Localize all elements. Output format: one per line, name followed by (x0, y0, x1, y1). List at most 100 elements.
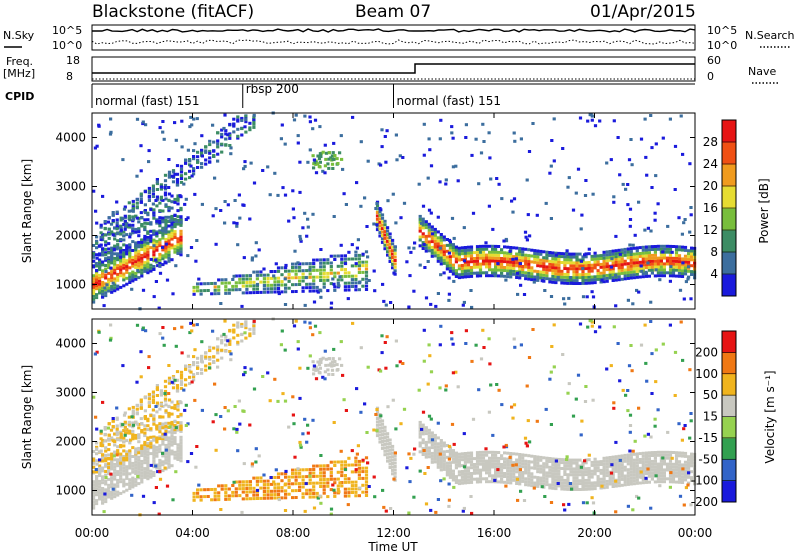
power-cell (113, 277, 117, 281)
velocity-cell (308, 481, 312, 485)
velocity-cell (632, 482, 636, 486)
velocity-cell (161, 463, 165, 467)
velocity-cell (463, 455, 467, 458)
power-cell (276, 283, 281, 287)
velocity-cell (635, 473, 639, 476)
power-cell (137, 245, 141, 249)
power-cell (115, 224, 119, 228)
power-cell (626, 253, 630, 257)
power-cell (266, 283, 270, 287)
power-cell (462, 300, 466, 304)
power-cell (155, 230, 159, 234)
power-cell (444, 178, 448, 182)
velocity-cell (110, 457, 114, 461)
power-cell (140, 248, 144, 251)
power-cell (101, 247, 105, 251)
velocity-cell (533, 484, 537, 488)
velocity-cell (244, 320, 248, 324)
velocity-cell (340, 481, 344, 484)
power-cell (380, 220, 385, 224)
velocity-cell (319, 478, 323, 482)
power-cell (163, 183, 168, 187)
power-cell (506, 257, 510, 261)
velocity-cell (605, 485, 609, 489)
power-cell (448, 264, 452, 267)
power-cell (173, 200, 177, 204)
power-cell (170, 214, 174, 218)
velocity-cell (92, 457, 96, 461)
velocity-cell (488, 450, 492, 454)
power-cell (179, 253, 183, 257)
velocity-cell (524, 477, 528, 481)
power-cell (548, 262, 552, 266)
velocity-cell (312, 492, 316, 495)
velocity-cell (135, 323, 140, 327)
power-cell (170, 218, 174, 222)
power-cell (545, 253, 549, 257)
power-cell (617, 266, 621, 270)
velocity-cell (572, 488, 576, 491)
velocity-cell (167, 430, 171, 434)
velocity-cell (662, 474, 666, 478)
power-cell (333, 258, 337, 261)
power-cell (194, 259, 198, 263)
velocity-cell (97, 330, 101, 334)
velocity-cell (445, 455, 449, 459)
power-cell (474, 137, 478, 141)
velocity-cell (110, 493, 114, 497)
power-cell (391, 259, 395, 263)
velocity-cell (232, 336, 236, 340)
velocity-cell (262, 483, 266, 487)
velocity-cell (532, 486, 536, 490)
power-cell (578, 116, 583, 120)
velocity-cell (587, 487, 591, 491)
velocity-cell (113, 471, 117, 475)
velocity-cell (248, 332, 252, 336)
power-cell (557, 257, 561, 261)
velocity-cell (388, 438, 392, 442)
power-cell (109, 130, 113, 134)
power-cell (626, 265, 630, 269)
power-cell (497, 250, 501, 254)
velocity-cell (567, 382, 571, 386)
nsearch-label: N.Search (745, 29, 795, 42)
velocity-cell (653, 462, 657, 466)
velocity-cell (119, 434, 123, 438)
power-cell (208, 156, 212, 160)
velocity-cell (291, 489, 295, 493)
velocity-cell (152, 471, 156, 474)
velocity-cell (240, 339, 244, 343)
power-cell (287, 276, 291, 280)
power-cell (173, 244, 177, 248)
velocity-cell (683, 472, 688, 476)
power-cell (255, 282, 260, 286)
power-cell (125, 268, 129, 271)
power-cell (623, 250, 627, 254)
power-cell (122, 257, 126, 261)
velocity-cell (98, 485, 102, 489)
power-cell (340, 157, 344, 161)
power-cell (158, 264, 162, 267)
velocity-cell (689, 419, 693, 423)
velocity-cell (653, 465, 657, 469)
power-cell (656, 265, 660, 269)
power-cell (125, 246, 129, 250)
power-cell (254, 241, 258, 245)
power-cell (494, 253, 498, 257)
power-cell (291, 269, 295, 273)
power-cell (575, 264, 579, 268)
velocity-cell (131, 421, 135, 425)
power-cell (470, 153, 474, 157)
power-cell (107, 271, 111, 275)
power-cell (617, 257, 621, 261)
power-cell (184, 197, 188, 201)
velocity-cell (481, 456, 486, 460)
velocity-cell (533, 458, 537, 461)
velocity-cell (143, 452, 147, 456)
velocity-cell (322, 478, 326, 481)
velocity-cell (629, 470, 633, 474)
power-cell (469, 266, 474, 269)
power-cell (380, 240, 385, 244)
power-cell (545, 274, 549, 278)
velocity-cell (163, 399, 168, 403)
